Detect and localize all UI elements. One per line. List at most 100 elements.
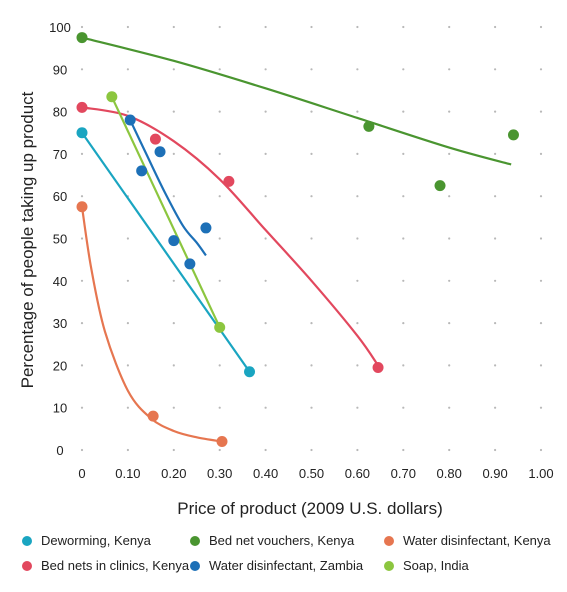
grid-dot bbox=[402, 25, 405, 29]
grid-dot bbox=[448, 195, 451, 198]
grid-dot bbox=[126, 448, 129, 452]
grid-dot bbox=[172, 195, 175, 198]
data-point-bed-nets-in-clinics-kenya bbox=[149, 133, 161, 145]
legend-marker bbox=[190, 535, 200, 546]
legend-item: Bed nets in clinics, Kenya bbox=[22, 558, 189, 573]
grid-dot bbox=[80, 195, 84, 198]
data-point-water-disinfectant-zambia bbox=[200, 222, 212, 234]
y-tick-label: 90 bbox=[53, 62, 67, 77]
data-point-water-disinfectant-kenya bbox=[216, 436, 228, 448]
grid-dot bbox=[402, 237, 405, 240]
grid-dot bbox=[172, 279, 175, 282]
grid-dot bbox=[356, 25, 359, 29]
grid-dot bbox=[356, 68, 359, 71]
data-point-water-disinfectant-kenya bbox=[76, 201, 88, 213]
grid-dot bbox=[310, 364, 313, 367]
x-tick-label: 0.20 bbox=[161, 466, 186, 481]
x-tick-label: 0.30 bbox=[207, 466, 232, 481]
grid-dot bbox=[402, 322, 405, 325]
grid-dot bbox=[402, 152, 405, 155]
data-point-soap-india bbox=[214, 321, 226, 333]
grid-dot bbox=[356, 110, 359, 113]
grid-dot bbox=[126, 322, 129, 325]
x-axis-title: Price of product (2009 U.S. dollars) bbox=[177, 499, 443, 518]
grid-dot bbox=[494, 110, 497, 113]
y-tick-label: 80 bbox=[53, 105, 67, 120]
grid-dot bbox=[539, 406, 543, 409]
grid-dot bbox=[494, 68, 497, 71]
y-axis-ticks: 0 10 20 30 40 50 60 70 80 90 100 bbox=[49, 20, 71, 458]
y-tick-label: 30 bbox=[53, 316, 67, 331]
legend-item: Bed net vouchers, Kenya bbox=[190, 533, 354, 548]
x-tick-label: 0.40 bbox=[253, 466, 278, 481]
grid-dot bbox=[494, 364, 497, 367]
legend-label: Deworming, Kenya bbox=[41, 533, 151, 548]
grid-dot bbox=[539, 237, 543, 240]
grid-dot bbox=[310, 448, 313, 452]
data-point-bed-net-vouchers-kenya bbox=[363, 120, 375, 132]
grid-dot bbox=[402, 110, 405, 113]
grid-dot bbox=[172, 68, 175, 71]
grid-dot bbox=[448, 364, 451, 367]
grid-dot bbox=[310, 25, 313, 29]
grid-dot bbox=[126, 279, 129, 282]
y-tick-label: 50 bbox=[53, 232, 67, 247]
grid-dot bbox=[172, 322, 175, 325]
grid-dot bbox=[494, 152, 497, 155]
grid-dot bbox=[448, 68, 451, 71]
y-tick-label: 60 bbox=[53, 189, 67, 204]
trend-line-soap-india bbox=[110, 96, 221, 328]
legend-item: Water disinfectant, Kenya bbox=[384, 533, 551, 548]
grid-dot bbox=[310, 322, 313, 325]
grid-dot bbox=[264, 195, 267, 198]
grid-dot bbox=[494, 322, 497, 325]
grid-dot bbox=[80, 68, 84, 71]
x-tick-label: 0.70 bbox=[391, 466, 416, 481]
legend-label: Water disinfectant, Kenya bbox=[403, 533, 551, 548]
grid-dot bbox=[539, 364, 543, 367]
data-point-water-disinfectant-zambia bbox=[168, 235, 180, 247]
trend-line-bed-nets-in-clinics-kenya bbox=[81, 106, 379, 367]
grid-dot bbox=[402, 68, 405, 71]
data-point-water-disinfectant-kenya bbox=[147, 410, 159, 422]
data-point-bed-net-vouchers-kenya bbox=[507, 129, 519, 141]
grid-dot bbox=[126, 237, 129, 240]
grid-dot bbox=[539, 279, 543, 282]
grid-dot bbox=[310, 406, 313, 409]
grid-dot bbox=[402, 448, 405, 452]
grid-dot bbox=[356, 195, 359, 198]
legend-marker bbox=[190, 560, 200, 571]
grid-dot bbox=[494, 448, 497, 452]
legend-marker bbox=[22, 535, 32, 546]
trend-line-bed-net-vouchers-kenya bbox=[81, 36, 512, 166]
grid-dot bbox=[80, 406, 84, 409]
data-point-water-disinfectant-zambia bbox=[124, 114, 136, 126]
data-point-bed-net-vouchers-kenya bbox=[434, 180, 446, 192]
y-axis-title: Percentage of people taking up product bbox=[18, 91, 37, 388]
grid-dot bbox=[218, 237, 221, 240]
y-tick-label: 20 bbox=[53, 358, 67, 373]
grid-dot bbox=[80, 237, 84, 240]
x-axis-ticks: 0 0.10 0.20 0.30 0.40 0.50 0.60 0.70 0.80 0.90 1.0… bbox=[78, 466, 553, 481]
grid-dot bbox=[218, 448, 221, 452]
grid-dot bbox=[310, 195, 313, 198]
y-tick-label: 0 bbox=[56, 443, 63, 458]
grid-dot bbox=[172, 406, 175, 409]
x-tick-label: 0 bbox=[78, 466, 85, 481]
grid-dot bbox=[126, 406, 129, 409]
y-tick-label: 100 bbox=[49, 20, 71, 35]
grid-dot bbox=[264, 152, 267, 155]
grid-dot bbox=[310, 110, 313, 113]
grid-dot bbox=[218, 195, 221, 198]
grid-dot bbox=[356, 152, 359, 155]
grid-dot bbox=[448, 406, 451, 409]
grid-dot bbox=[539, 110, 543, 113]
grid-dot bbox=[172, 25, 175, 29]
legend-item: Deworming, Kenya bbox=[22, 533, 151, 548]
legend-label: Bed net vouchers, Kenya bbox=[209, 533, 355, 548]
y-tick-label: 10 bbox=[53, 401, 67, 416]
grid-dot bbox=[264, 237, 267, 240]
legend-item: Water disinfectant, Zambia bbox=[190, 558, 363, 573]
grid-dot bbox=[448, 448, 451, 452]
grid-dot bbox=[539, 448, 543, 452]
